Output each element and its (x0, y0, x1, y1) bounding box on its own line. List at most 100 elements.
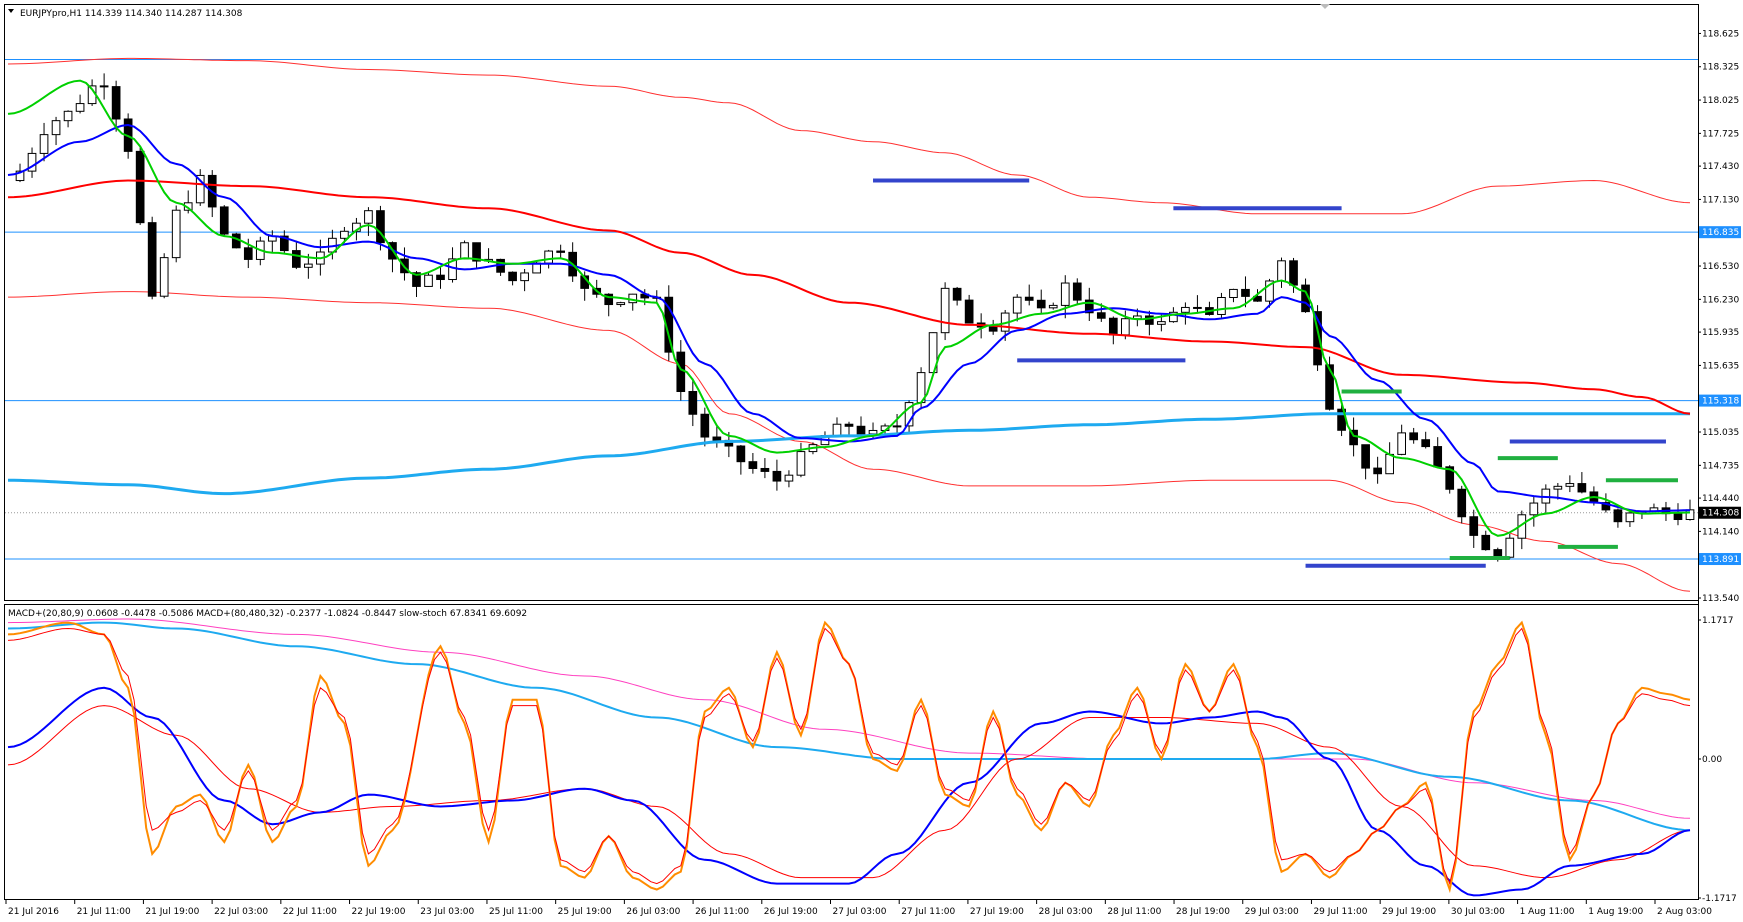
candle-body (1289, 260, 1298, 286)
candle-body (844, 423, 854, 427)
candle-body (1193, 306, 1202, 309)
time-tick-label: 2 Aug 03:00 (1657, 907, 1712, 917)
candle-body (832, 423, 842, 437)
candle-body (712, 436, 722, 441)
time-tick-label: 29 Jul 03:00 (1245, 907, 1299, 917)
candle-body (688, 391, 698, 415)
candle-body (1277, 260, 1286, 282)
candle-body (1265, 280, 1274, 302)
candle-body (1024, 296, 1034, 301)
time-tick-label: 22 Jul 03:00 (214, 907, 268, 917)
candle-body (436, 274, 445, 281)
candle-body (340, 230, 349, 239)
candle-body (784, 474, 794, 482)
time-tick-label: 27 Jul 19:00 (970, 907, 1024, 917)
time-tick-label: 29 Jul 19:00 (1382, 907, 1436, 917)
candle-body (1469, 516, 1479, 536)
price-tick-label: 118.025 (1702, 96, 1739, 106)
candle-body (1553, 485, 1563, 490)
candle-body (412, 272, 421, 287)
candle-body (1012, 296, 1022, 314)
candle-body (508, 271, 517, 282)
current-price-badge (1699, 506, 1741, 519)
candle-body (39, 134, 49, 154)
candle-body (892, 425, 902, 428)
level-price-badge (1699, 394, 1741, 407)
time-tick-label: 27 Jul 11:00 (901, 907, 955, 917)
candle-body (772, 470, 782, 482)
candle-body (1673, 513, 1683, 521)
price-axis: 118.625 118.325 118.025 117.725 117.430 117.1… (1698, 29, 1741, 904)
candle-body (604, 293, 614, 306)
candle-body (1169, 311, 1178, 323)
candle-body (868, 429, 878, 435)
candle-body (856, 425, 866, 435)
time-tick-label: 27 Jul 03:00 (833, 907, 887, 917)
candle-body (63, 110, 73, 122)
time-tick-label: 29 Jul 11:00 (1313, 907, 1367, 917)
candle-body (424, 274, 433, 287)
candle-body (1397, 432, 1407, 455)
candle-body (1241, 288, 1250, 297)
time-tick-label: 26 Jul 19:00 (764, 907, 818, 917)
candle-body (1072, 282, 1082, 301)
time-tick-label: 25 Jul 11:00 (489, 907, 543, 917)
candle-body (616, 302, 626, 306)
price-tick-label: 115.035 (1702, 428, 1739, 438)
candle-body (171, 209, 181, 259)
time-tick-label: 26 Jul 03:00 (626, 907, 680, 917)
candle-body (748, 461, 758, 469)
symbol-info: EURJPYpro,H1 114.339 114.340 114.287 114… (20, 9, 243, 19)
collapse-marker-icon[interactable] (1320, 4, 1330, 9)
candle-body (1481, 534, 1491, 551)
chevron-down-icon[interactable] (8, 9, 14, 13)
candle-body (1361, 444, 1370, 469)
indicator-tick-label: 0.00 (1702, 755, 1722, 765)
time-tick-label: 30 Jul 03:00 (1451, 907, 1505, 917)
candle-body (219, 206, 229, 235)
candle-body (556, 250, 566, 253)
macd-blue (7, 686, 1691, 897)
time-tick-label: 25 Jul 19:00 (558, 907, 612, 917)
indicator-lines-layer (7, 618, 1691, 897)
indicator-tick-label: 1.1717 (1702, 616, 1734, 626)
time-tick-label: 1 Aug 19:00 (1588, 907, 1643, 917)
candle-body (1313, 311, 1322, 366)
candle-body (940, 287, 950, 334)
candle-body (1601, 502, 1611, 511)
candle-body (291, 250, 301, 268)
time-tick-label: 23 Jul 03:00 (420, 907, 474, 917)
candle-body (1108, 317, 1118, 336)
price-tick-label: 117.430 (1702, 162, 1739, 172)
candle-body (1577, 483, 1587, 493)
candle-body (1036, 299, 1046, 309)
band-upper (7, 57, 1691, 215)
price-tick-label: 115.935 (1702, 328, 1739, 338)
candle-body (628, 293, 638, 304)
time-tick-label: 28 Jul 19:00 (1176, 907, 1230, 917)
candle-body (1084, 299, 1094, 314)
candle-body (1217, 296, 1226, 315)
time-axis: 21 Jul 2016 21 Jul 11:00 21 Jul 19:00 22 Ju… (5, 900, 1712, 917)
candle-body (544, 250, 553, 264)
price-tick-label: 118.325 (1702, 63, 1739, 73)
candle-body (75, 103, 85, 112)
ma-cyan (8, 412, 1690, 496)
macd-signal (7, 705, 1691, 879)
candle-body (472, 242, 481, 262)
level-price-badge (1699, 553, 1741, 566)
price-tick-label: 114.440 (1702, 494, 1739, 504)
candle-body (364, 210, 373, 224)
candle-body (1145, 315, 1154, 325)
price-tick-label: 116.530 (1702, 262, 1739, 272)
candle-body (1421, 439, 1431, 448)
time-tick-label: 21 Jul 19:00 (145, 907, 199, 917)
candle-body (1409, 432, 1419, 441)
candle-body (964, 299, 974, 324)
candle-body (1229, 288, 1238, 298)
candle-body (1373, 467, 1382, 475)
band-lower (8, 291, 1691, 592)
candle-body (1445, 466, 1455, 490)
time-tick-label: 26 Jul 11:00 (695, 907, 749, 917)
